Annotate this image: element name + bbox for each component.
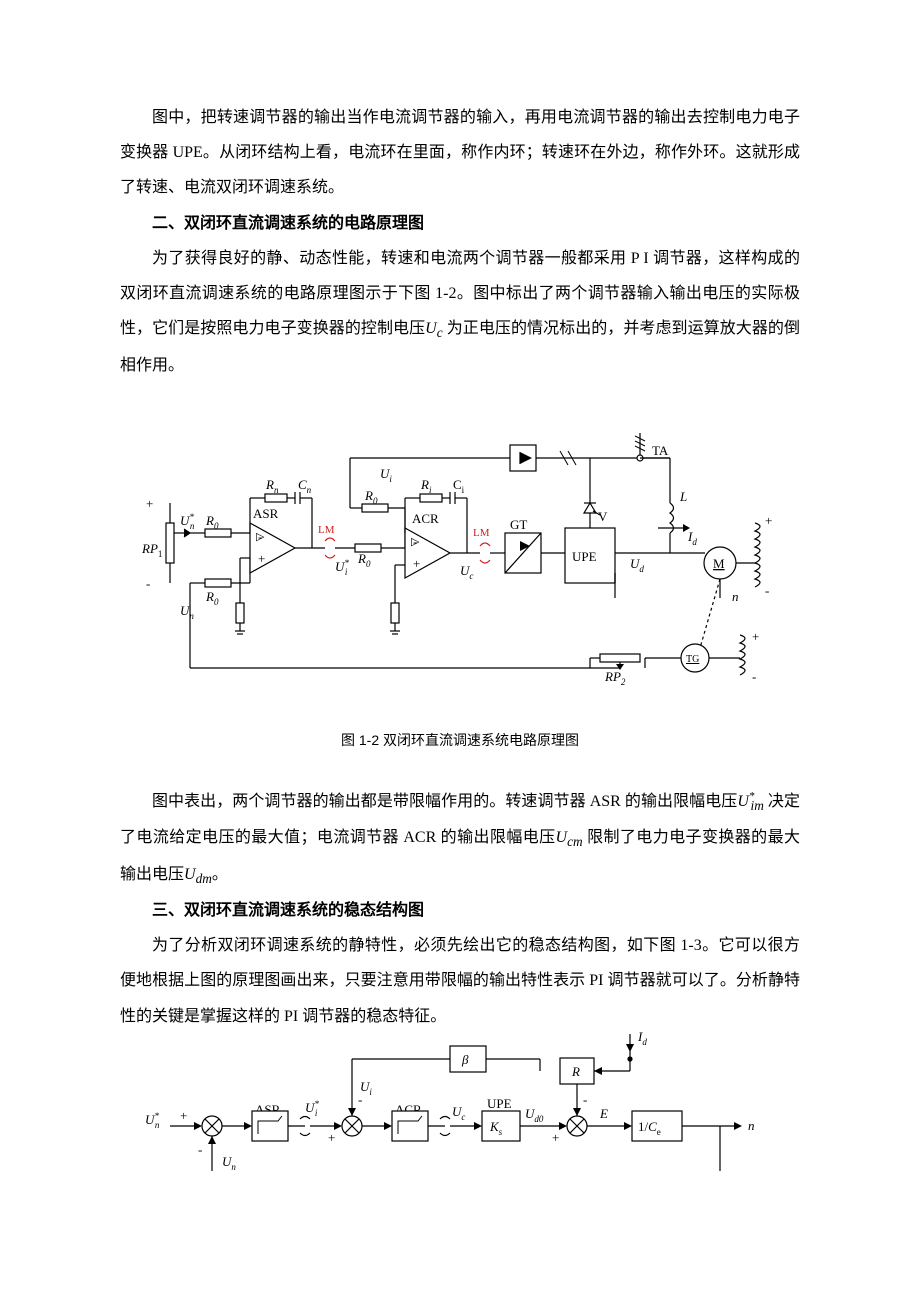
- svg-text:R0: R0: [364, 488, 378, 506]
- svg-text:Ud0: Ud0: [525, 1106, 544, 1124]
- svg-text:UPE: UPE: [487, 1096, 512, 1111]
- symbol-udm: Udm: [184, 866, 212, 883]
- paragraph-4: 为了分析双闭环调速系统的静特性，必须先绘出它的稳态结构图，如下图 1-3。它可以…: [120, 928, 800, 1034]
- svg-text:Uc: Uc: [460, 563, 473, 581]
- heading-3: 三、双闭环直流调速系统的稳态结构图: [120, 893, 800, 928]
- svg-text:U*n: U*n: [180, 512, 195, 531]
- symbol-uc: Uc: [425, 320, 442, 337]
- svg-text:ACR: ACR: [412, 511, 439, 526]
- svg-text:R0: R0: [357, 551, 371, 569]
- figure-1-wrap: + - RP1 U*n R0 R0 Un ▷ - + ASR: [120, 403, 800, 713]
- paragraph-3: 图中表出，两个调节器的输出都是带限幅作用的。转速调节器 ASR 的输出限幅电压U…: [120, 784, 800, 894]
- svg-text:+: +: [765, 513, 772, 528]
- svg-text:M: M: [713, 556, 725, 571]
- svg-text:-: -: [413, 534, 417, 549]
- p3-a: 图中表出，两个调节器的输出都是带限幅作用的。转速调节器 ASR 的输出限幅电压: [152, 793, 737, 810]
- svg-text:UPE: UPE: [572, 549, 597, 564]
- svg-text:TG: TG: [686, 654, 699, 665]
- svg-text:R: R: [571, 1064, 580, 1079]
- svg-text:-: -: [583, 1092, 587, 1107]
- svg-text:RP1: RP1: [141, 541, 162, 559]
- svg-text:+: +: [328, 1130, 335, 1145]
- svg-text:-: -: [358, 1092, 362, 1107]
- svg-text:RP2: RP2: [604, 669, 626, 687]
- figure-2-wrap: U*n + - Un ASR U*i + - Ui: [120, 1026, 800, 1176]
- svg-text:Un: Un: [222, 1154, 236, 1172]
- svg-text:LM: LM: [473, 527, 490, 539]
- svg-text:-: -: [765, 583, 769, 598]
- heading-2: 二、双闭环直流调速系统的电路原理图: [120, 206, 800, 241]
- symbol-uim: U*im: [737, 793, 764, 810]
- svg-text:Id: Id: [637, 1029, 647, 1047]
- svg-text:GT: GT: [510, 517, 527, 532]
- svg-text:U*n: U*n: [145, 1111, 160, 1130]
- symbol-ucm: Ucm: [556, 829, 583, 846]
- svg-text:β: β: [461, 1052, 469, 1067]
- svg-text:-: -: [258, 529, 262, 544]
- svg-text:U*i: U*i: [305, 1099, 319, 1118]
- paragraph-2: 为了获得良好的静、动态性能，转速和电流两个调节器一般都采用 P I 调节器，这样…: [120, 241, 800, 383]
- svg-text:Rn: Rn: [265, 477, 279, 495]
- svg-text:Ui: Ui: [380, 466, 392, 484]
- svg-text:+: +: [552, 1130, 559, 1145]
- svg-text:U*i: U*i: [335, 558, 349, 577]
- svg-text:ASR: ASR: [253, 506, 279, 521]
- svg-text:E: E: [599, 1106, 608, 1121]
- svg-text:Uc: Uc: [452, 1104, 465, 1122]
- svg-text:-: -: [146, 576, 150, 591]
- svg-text:LM: LM: [318, 524, 335, 536]
- circuit-diagram: + - RP1 U*n R0 R0 Un ▷ - + ASR: [140, 403, 780, 713]
- svg-text:+: +: [258, 551, 265, 566]
- svg-text:+: +: [752, 629, 759, 644]
- svg-text:-: -: [752, 669, 756, 684]
- block-diagram: U*n + - Un ASR U*i + - Ui: [140, 1026, 780, 1176]
- figure-1-caption: 图 1-2 双闭环直流调速系统电路原理图: [120, 725, 800, 756]
- svg-text:n: n: [732, 589, 739, 604]
- svg-text:+: +: [146, 496, 153, 511]
- svg-text:TA: TA: [652, 443, 669, 458]
- svg-text:R0: R0: [205, 589, 219, 607]
- svg-text:L: L: [679, 489, 687, 504]
- paragraph-1: 图中，把转速调节器的输出当作电流调节器的输入，再用电流调节器的输出去控制电力电子…: [120, 100, 800, 206]
- svg-text:Ri: Ri: [420, 477, 432, 495]
- svg-text:+: +: [180, 1108, 187, 1123]
- svg-text:+: +: [413, 556, 420, 571]
- svg-text:V: V: [598, 509, 608, 524]
- svg-text:Ud: Ud: [630, 556, 644, 574]
- svg-text:n: n: [748, 1118, 755, 1133]
- svg-text:Id: Id: [687, 529, 697, 547]
- svg-text:Un: Un: [180, 603, 194, 621]
- p3-d: 。: [212, 866, 228, 883]
- svg-text:-: -: [198, 1142, 202, 1157]
- svg-text:R0: R0: [205, 513, 219, 531]
